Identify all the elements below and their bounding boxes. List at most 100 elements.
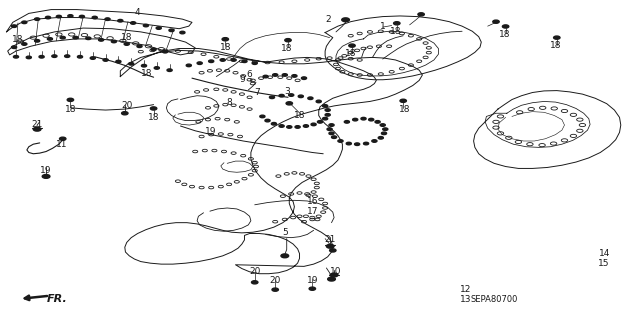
Text: 20: 20 xyxy=(269,276,281,285)
Text: 19: 19 xyxy=(307,276,318,285)
Circle shape xyxy=(327,128,332,130)
Circle shape xyxy=(12,46,17,48)
Text: 9: 9 xyxy=(239,75,244,84)
Circle shape xyxy=(231,59,236,61)
Circle shape xyxy=(400,99,406,102)
Circle shape xyxy=(167,69,172,71)
Text: 19: 19 xyxy=(205,127,217,136)
Text: 4: 4 xyxy=(135,8,140,17)
Text: 20: 20 xyxy=(249,267,260,276)
Circle shape xyxy=(209,60,214,63)
Circle shape xyxy=(47,38,52,40)
Circle shape xyxy=(364,142,369,145)
Circle shape xyxy=(301,77,307,79)
Circle shape xyxy=(67,98,74,101)
Circle shape xyxy=(309,287,316,290)
Circle shape xyxy=(554,36,560,39)
Circle shape xyxy=(26,56,31,59)
Text: 18: 18 xyxy=(550,41,561,50)
Circle shape xyxy=(418,13,424,16)
Text: 2: 2 xyxy=(326,15,331,24)
Circle shape xyxy=(220,59,225,61)
Circle shape xyxy=(163,50,168,53)
Circle shape xyxy=(292,75,297,77)
Circle shape xyxy=(361,117,366,120)
Text: 21: 21 xyxy=(324,235,336,244)
Circle shape xyxy=(323,105,328,107)
Circle shape xyxy=(329,132,334,135)
Circle shape xyxy=(39,56,44,58)
Circle shape xyxy=(116,60,121,63)
Circle shape xyxy=(338,140,343,142)
Text: 18: 18 xyxy=(294,111,305,120)
Text: 18: 18 xyxy=(12,35,24,44)
Circle shape xyxy=(316,100,321,103)
Circle shape xyxy=(99,39,104,41)
Circle shape xyxy=(282,74,287,76)
Text: 18: 18 xyxy=(121,33,132,42)
Circle shape xyxy=(156,27,161,29)
Text: 18: 18 xyxy=(141,69,153,78)
Circle shape xyxy=(73,36,78,39)
Circle shape xyxy=(105,18,110,20)
Circle shape xyxy=(308,97,313,100)
Text: 19: 19 xyxy=(40,166,52,175)
Circle shape xyxy=(154,67,159,69)
Circle shape xyxy=(252,281,258,284)
Circle shape xyxy=(272,288,278,291)
Circle shape xyxy=(328,277,335,281)
Circle shape xyxy=(325,114,330,116)
Text: FR.: FR. xyxy=(47,294,67,304)
Circle shape xyxy=(265,119,270,122)
Circle shape xyxy=(45,16,51,19)
Circle shape xyxy=(323,117,328,120)
Text: 7: 7 xyxy=(255,88,260,97)
Circle shape xyxy=(141,64,147,67)
Circle shape xyxy=(329,124,334,126)
Circle shape xyxy=(279,125,284,127)
Circle shape xyxy=(131,22,136,24)
Circle shape xyxy=(332,136,337,138)
Circle shape xyxy=(394,22,400,25)
Text: 18: 18 xyxy=(281,44,292,53)
Circle shape xyxy=(56,15,61,18)
Circle shape xyxy=(381,132,387,135)
Circle shape xyxy=(344,121,349,123)
Circle shape xyxy=(60,137,66,140)
Circle shape xyxy=(42,174,50,178)
Text: 15: 15 xyxy=(598,259,610,268)
Circle shape xyxy=(369,118,374,121)
Circle shape xyxy=(68,15,73,17)
Text: 18: 18 xyxy=(65,105,76,114)
Circle shape xyxy=(380,124,385,126)
Circle shape xyxy=(13,56,19,58)
Circle shape xyxy=(295,126,300,128)
Circle shape xyxy=(22,21,27,24)
Text: 18: 18 xyxy=(390,27,401,36)
Circle shape xyxy=(12,25,17,27)
Text: 12: 12 xyxy=(460,285,472,294)
Circle shape xyxy=(22,43,27,45)
Circle shape xyxy=(52,55,57,57)
Circle shape xyxy=(326,244,334,248)
Text: 18: 18 xyxy=(345,49,356,58)
Circle shape xyxy=(263,75,268,78)
Circle shape xyxy=(150,107,157,110)
Circle shape xyxy=(86,37,91,40)
Circle shape xyxy=(330,273,338,277)
Circle shape xyxy=(330,249,336,252)
Circle shape xyxy=(60,36,65,39)
Text: 18: 18 xyxy=(499,30,510,39)
Circle shape xyxy=(90,57,95,59)
Circle shape xyxy=(378,137,383,139)
Circle shape xyxy=(103,59,108,61)
Circle shape xyxy=(35,18,40,20)
Text: 5: 5 xyxy=(282,228,287,237)
Circle shape xyxy=(151,48,156,51)
Circle shape xyxy=(122,112,128,115)
Circle shape xyxy=(242,60,247,63)
Text: 11: 11 xyxy=(56,140,67,149)
Text: 17: 17 xyxy=(307,207,318,216)
Text: 18: 18 xyxy=(399,105,410,114)
Circle shape xyxy=(346,142,351,145)
